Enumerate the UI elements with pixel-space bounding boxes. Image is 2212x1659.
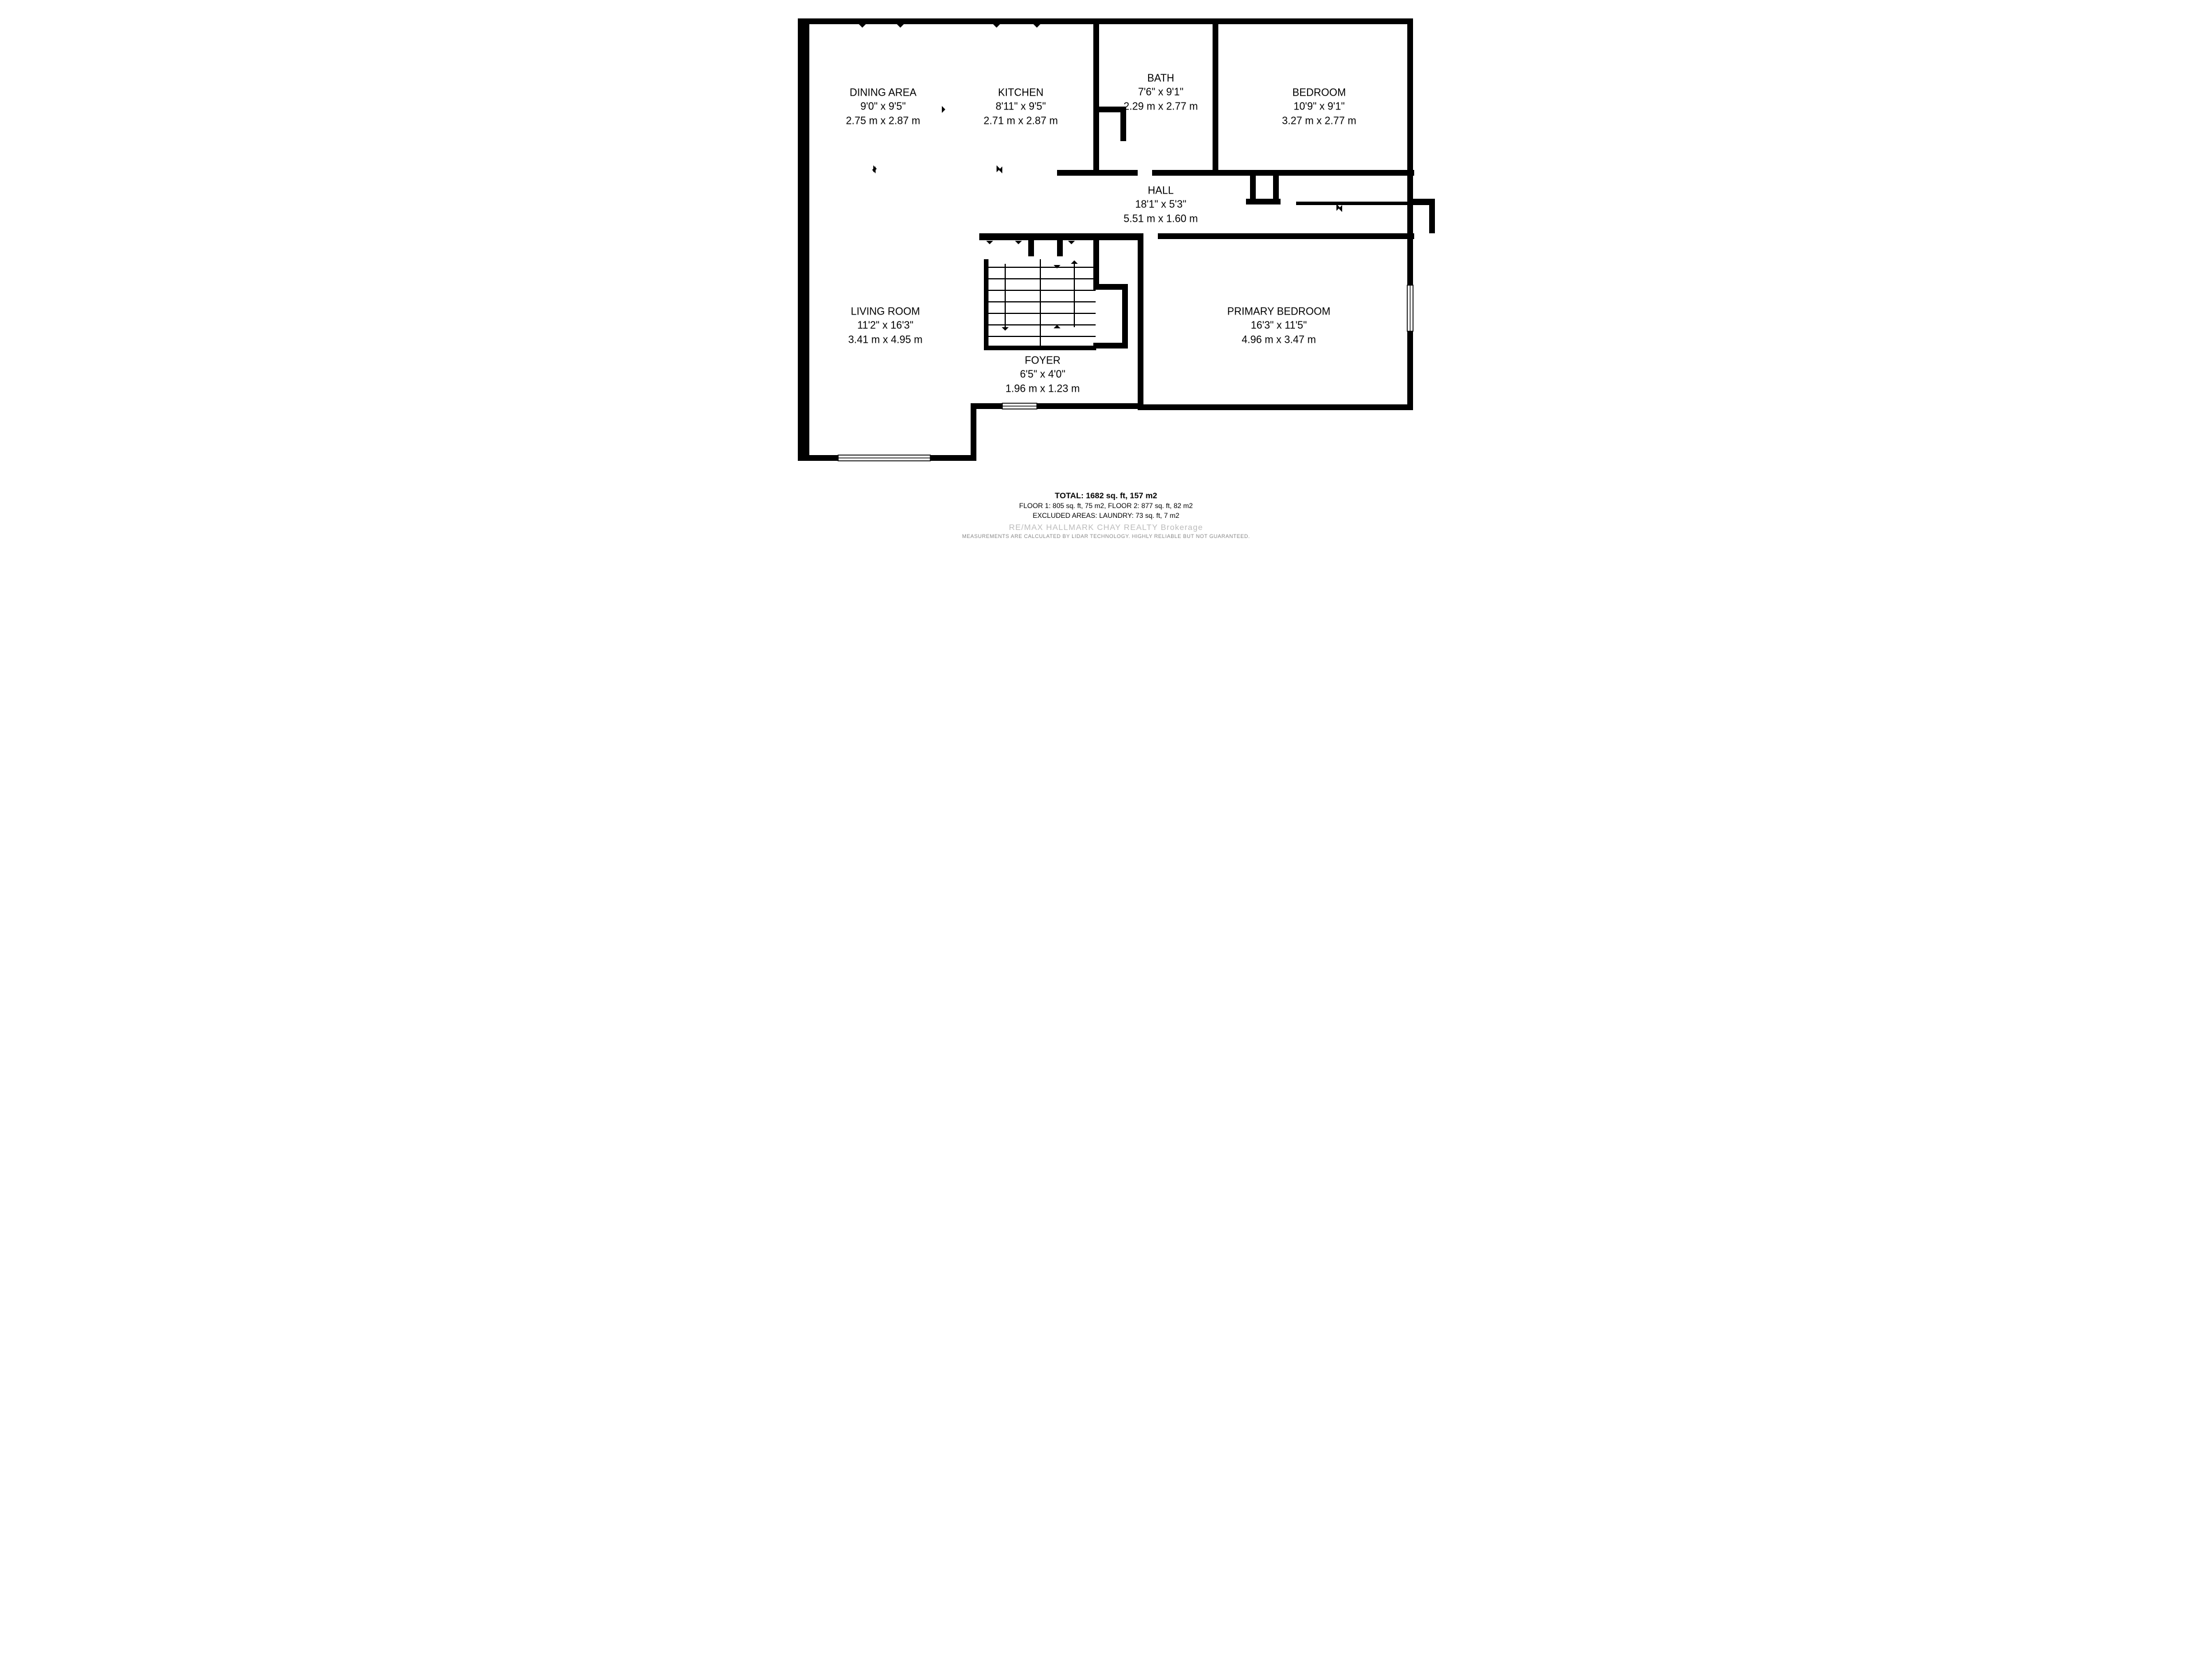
room-label-living: LIVING ROOM11'2" x 16'3"3.41 m x 4.95 m — [848, 305, 922, 347]
stair-arrow-head-icon — [1071, 260, 1078, 264]
wall-segment — [1273, 170, 1279, 199]
room-label-bedroom: BEDROOM10'9" x 9'1"3.27 m x 2.77 m — [1282, 86, 1356, 128]
room-dim-imperial: 16'3" x 11'5" — [1227, 319, 1330, 332]
door-tick-icon — [1339, 205, 1342, 212]
room-label-foyer: FOYER6'5" x 4'0"1.96 m x 1.23 m — [1005, 354, 1080, 396]
door-tick-icon — [942, 106, 945, 113]
room-label-primary: PRIMARY BEDROOM16'3" x 11'5"4.96 m x 3.4… — [1227, 305, 1330, 347]
wall-segment — [1407, 18, 1413, 410]
room-label-kitchen: KITCHEN8'11" x 9'5"2.71 m x 2.87 m — [983, 86, 1058, 128]
floorplan-canvas — [737, 0, 1475, 553]
wall-segment — [1093, 107, 1125, 112]
room-dim-metric: 3.41 m x 4.95 m — [848, 332, 922, 346]
wall-segment — [798, 18, 1413, 24]
door-tick-icon — [1033, 24, 1040, 28]
wall-segment — [1152, 170, 1414, 176]
wall-segment — [1093, 233, 1099, 284]
wall-segment — [1057, 170, 1138, 176]
door-tick-icon — [897, 24, 904, 28]
room-name: BATH — [1123, 71, 1198, 85]
wall-segment — [1028, 233, 1034, 256]
room-name: BEDROOM — [1282, 86, 1356, 100]
footer-disclaimer: MEASUREMENTS ARE CALCULATED BY LIDAR TEC… — [962, 533, 1250, 540]
door-tick-icon — [999, 166, 1002, 173]
room-dim-imperial: 11'2" x 16'3" — [848, 319, 922, 332]
wall-segment — [1213, 18, 1218, 173]
door-tick-icon — [859, 24, 866, 28]
door-tick-icon — [997, 165, 1000, 172]
stair-arrow-head-icon — [1002, 327, 1009, 331]
window — [838, 455, 930, 461]
footer-floors: FLOOR 1: 805 sq. ft, 75 m2, FLOOR 2: 877… — [962, 501, 1250, 511]
wall-segment — [798, 18, 809, 461]
room-label-dining: DINING AREA9'0" x 9'5"2.75 m x 2.87 m — [846, 86, 920, 128]
room-dim-metric: 5.51 m x 1.60 m — [1123, 211, 1198, 225]
wall-segment — [1122, 284, 1128, 347]
room-dim-metric: 1.96 m x 1.23 m — [1005, 381, 1080, 395]
window — [1002, 403, 1037, 409]
footer: TOTAL: 1682 sq. ft, 157 m2 FLOOR 1: 805 … — [962, 490, 1250, 540]
room-dim-imperial: 18'1" x 5'3" — [1123, 198, 1198, 211]
wall-segment — [1296, 202, 1435, 205]
wall-segment — [1040, 259, 1041, 347]
wall-segment — [1246, 199, 1281, 204]
room-dim-imperial: 7'6" x 9'1" — [1123, 85, 1198, 99]
room-name: DINING AREA — [846, 86, 920, 100]
door-tick-icon — [1015, 241, 1022, 244]
floorplan-page: DINING AREA9'0" x 9'5"2.75 m x 2.87 m KIT… — [737, 0, 1475, 553]
room-label-bath: BATH7'6" x 9'1"2.29 m x 2.77 m — [1123, 71, 1198, 113]
wall-segment — [971, 403, 1143, 409]
room-dim-metric: 3.27 m x 2.77 m — [1282, 113, 1356, 127]
door-tick-icon — [1068, 241, 1075, 244]
room-dim-metric: 4.96 m x 3.47 m — [1227, 332, 1330, 346]
room-name: LIVING ROOM — [848, 305, 922, 319]
door-tick-icon — [986, 241, 993, 244]
wall-segment — [1138, 233, 1143, 409]
room-dim-metric: 2.71 m x 2.87 m — [983, 113, 1058, 127]
wall-segment — [1158, 233, 1414, 239]
room-label-hall: HALL18'1" x 5'3"5.51 m x 1.60 m — [1123, 184, 1198, 226]
window — [1407, 285, 1413, 331]
wall-segment — [971, 403, 976, 461]
room-dim-imperial: 9'0" x 9'5" — [846, 100, 920, 113]
footer-excluded: EXCLUDED AREAS: LAUNDRY: 73 sq. ft, 7 m2 — [962, 511, 1250, 521]
wall-segment — [1093, 18, 1099, 173]
room-name: KITCHEN — [983, 86, 1058, 100]
room-dim-imperial: 6'5" x 4'0" — [1005, 368, 1080, 381]
room-name: FOYER — [1005, 354, 1080, 368]
wall-segment — [1138, 404, 1413, 410]
door-tick-icon — [993, 24, 1000, 28]
room-dim-metric: 2.29 m x 2.77 m — [1123, 99, 1198, 113]
wall-segment — [1093, 343, 1128, 349]
wall-segment — [1057, 233, 1063, 256]
room-name: HALL — [1123, 184, 1198, 198]
room-dim-imperial: 8'11" x 9'5" — [983, 100, 1058, 113]
wall-segment — [1250, 170, 1256, 199]
footer-watermark: RE/MAX HALLMARK CHAY REALTY Brokerage — [962, 522, 1250, 533]
footer-total: TOTAL: 1682 sq. ft, 157 m2 — [962, 490, 1250, 502]
room-dim-metric: 2.75 m x 2.87 m — [846, 113, 920, 127]
room-name: PRIMARY BEDROOM — [1227, 305, 1330, 319]
room-dim-imperial: 10'9" x 9'1" — [1282, 100, 1356, 113]
